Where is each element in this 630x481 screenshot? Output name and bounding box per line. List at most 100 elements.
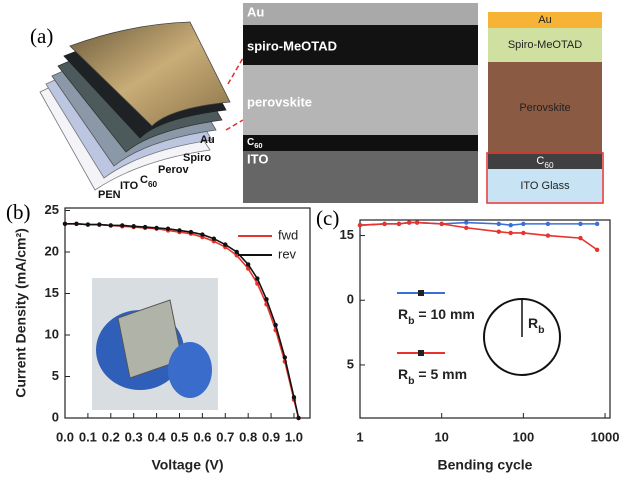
y-tick-label: 20 <box>45 243 59 258</box>
data-point <box>521 221 526 227</box>
data-point <box>545 233 551 238</box>
legend-label: Rb = 5 mm <box>398 366 467 387</box>
stack-label: C60 <box>536 155 554 170</box>
sem-label: perovskite <box>247 94 312 109</box>
data-point <box>223 242 228 247</box>
sem-image <box>243 3 478 203</box>
stack-label: Spiro-MeOTAD <box>508 39 582 51</box>
legend-label: Rb = 10 mm <box>398 306 475 327</box>
data-point <box>142 224 148 230</box>
plot-frame <box>64 207 311 419</box>
data-point <box>508 230 513 236</box>
data-point <box>188 229 194 235</box>
data-point <box>131 224 136 229</box>
legend-marker <box>418 290 424 296</box>
layer-label: PEN <box>98 189 121 201</box>
x-tick-label: 0.4 <box>148 429 167 444</box>
x-tick-label: 0.8 <box>239 429 257 444</box>
y-tick-label: 5 <box>52 368 59 383</box>
data-point <box>255 276 260 281</box>
plot-frame <box>359 219 611 419</box>
data-point <box>273 322 278 328</box>
layer-label: C60 <box>140 174 158 189</box>
x-tick-label: 100 <box>513 429 535 444</box>
y-tick-label: 25 <box>45 202 59 217</box>
device-illustration <box>39 21 231 191</box>
data-point <box>594 247 600 252</box>
series-line <box>359 221 598 251</box>
panel-label: (b) <box>6 200 31 224</box>
data-point <box>578 235 583 241</box>
data-point <box>85 222 91 227</box>
data-point <box>97 222 102 227</box>
radius-label: Rb <box>528 315 545 336</box>
data-point <box>177 228 182 233</box>
x-tick-label: 1 <box>356 429 363 444</box>
zoom-line <box>225 119 244 131</box>
data-point <box>406 220 412 225</box>
x-tick-label: 0.3 <box>125 429 143 444</box>
data-point <box>62 221 68 226</box>
sem-label: C60 <box>247 137 263 151</box>
data-point <box>508 222 513 228</box>
x-tick-label: 0.6 <box>193 429 211 444</box>
data-point <box>74 221 79 226</box>
layer-label: ITO <box>120 180 139 192</box>
y-tick-label: 0 <box>347 292 354 307</box>
layer-stack <box>486 12 604 204</box>
stack-label: Au <box>538 14 551 26</box>
data-point <box>282 355 288 360</box>
sem-label: spiro-MeOTAD <box>247 38 337 53</box>
y-tick-label: 5 <box>347 356 354 371</box>
data-point <box>291 395 297 400</box>
data-point <box>154 225 159 231</box>
data-point <box>357 222 363 228</box>
y-tick-label: 15 <box>340 227 354 242</box>
y-axis-label: Current Density (mA/cm²) <box>13 228 29 398</box>
layer-label: Perov <box>158 164 189 176</box>
data-point <box>264 297 269 302</box>
x-axis-label: Bending cycle <box>438 457 533 473</box>
sem-label: Au <box>247 4 264 19</box>
data-point <box>245 262 251 267</box>
data-point <box>464 220 469 225</box>
data-point <box>396 221 402 227</box>
x-tick-label: 0.2 <box>102 429 120 444</box>
data-point <box>439 221 444 227</box>
y-tick-label: 0 <box>52 409 59 424</box>
x-tick-label: 1.0 <box>285 429 303 444</box>
inset-photo <box>92 278 218 410</box>
legend-marker <box>418 350 424 356</box>
x-axis-label: Voltage (V) <box>151 457 223 473</box>
stack-label: Perovskite <box>519 102 570 114</box>
data-point <box>165 226 171 231</box>
layer-label: Au <box>200 134 215 146</box>
data-point <box>545 221 551 227</box>
data-point <box>578 221 583 227</box>
data-point <box>464 225 469 230</box>
stack-label: ITO Glass <box>520 180 570 192</box>
zoom-line <box>227 57 244 85</box>
x-tick-label: 0.0 <box>56 429 74 444</box>
layer-label: Spiro <box>183 152 211 164</box>
data-point <box>594 221 600 227</box>
data-point <box>108 223 113 228</box>
y-tick-label: 10 <box>45 326 59 341</box>
x-tick-label: 0.5 <box>170 429 188 444</box>
x-tick-label: 0.7 <box>216 429 234 444</box>
data-point <box>382 221 387 227</box>
data-point <box>211 236 217 241</box>
data-point <box>414 220 420 225</box>
data-point <box>296 415 301 421</box>
legend-label: fwd <box>278 227 298 242</box>
x-tick-label: 10 <box>434 429 448 444</box>
data-point <box>496 221 501 227</box>
sem-label: ITO <box>247 151 268 166</box>
panel-label: (a) <box>30 24 53 48</box>
panel-label: (c) <box>316 206 339 230</box>
x-tick-label: 1000 <box>591 429 620 444</box>
x-tick-label: 0.9 <box>262 429 280 444</box>
x-tick-label: 0.1 <box>79 429 97 444</box>
data-point <box>120 223 125 228</box>
